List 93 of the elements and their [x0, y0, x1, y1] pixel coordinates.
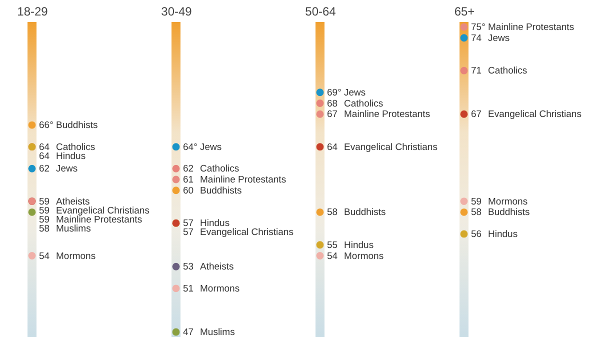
x-tick-label: 65+: [454, 4, 475, 18]
text: Buddhists: [56, 120, 98, 132]
text: Muslims: [56, 223, 91, 234]
point: [316, 143, 324, 151]
text: Atheists: [56, 196, 90, 208]
data-label: 56: [471, 228, 482, 240]
data-label: 57: [183, 227, 194, 238]
point: [316, 241, 324, 249]
point: [172, 262, 180, 270]
point: [172, 176, 180, 184]
text: Catholics: [56, 142, 96, 153]
text: Mainline Protestants: [200, 174, 286, 186]
text: Mormons: [200, 283, 240, 294]
x-tick-label: 30-49: [161, 4, 192, 18]
data-label: 51: [183, 283, 194, 294]
data-label: 58: [327, 207, 338, 218]
text: Evangelical Christians: [56, 205, 150, 216]
text: Mormons: [344, 250, 384, 262]
point: [28, 164, 36, 172]
data-label: 59: [39, 214, 50, 226]
text: Hindus: [56, 150, 86, 162]
point: [316, 208, 324, 216]
text: Hindus: [488, 228, 518, 240]
text: Atheists: [200, 262, 234, 273]
data-label: 69°: [327, 87, 342, 98]
point: [460, 208, 468, 216]
point: [172, 328, 180, 336]
data-label: 59: [39, 205, 50, 216]
data-label: 66°: [39, 120, 54, 132]
point: [172, 284, 180, 292]
data-label: 59: [471, 196, 482, 208]
data-label: 61: [183, 174, 194, 186]
data-label: 74: [471, 32, 482, 44]
data-label: 54: [39, 250, 50, 262]
point: [460, 110, 468, 118]
point: [460, 34, 468, 42]
text: Buddhists: [200, 185, 242, 196]
point: [460, 23, 468, 31]
text: Mainline Protestants: [488, 22, 574, 33]
point: [28, 121, 36, 129]
text: Mormons: [488, 196, 528, 208]
point: [172, 164, 180, 172]
data-label: 64: [39, 142, 50, 153]
text: Hindus: [200, 218, 230, 230]
data-label: 62: [39, 164, 50, 175]
x-tick-label: 18-29: [17, 4, 48, 18]
data-label: 57: [183, 218, 194, 230]
text: Evangelical Christians: [488, 109, 582, 120]
data-label: 54: [327, 250, 338, 262]
text: Evangelical Christians: [200, 227, 294, 238]
text: Evangelical Christians: [344, 142, 438, 153]
data-label: 59: [39, 196, 50, 208]
text: Jews: [488, 32, 510, 44]
point: [316, 88, 324, 96]
text: Jews: [200, 142, 222, 153]
point: [460, 66, 468, 74]
text: Mainline Protestants: [56, 214, 142, 226]
data-label: 64°: [183, 142, 198, 153]
text: Catholics: [488, 66, 528, 77]
point: [460, 198, 468, 205]
data-label: 67: [327, 109, 338, 120]
text: Catholics: [200, 164, 240, 175]
point: [460, 230, 468, 238]
text: Mormons: [56, 250, 96, 262]
point: [172, 186, 180, 194]
data-label: 60: [183, 185, 194, 196]
text: Jews: [56, 164, 78, 175]
data-label: 47: [183, 327, 194, 337]
point: [28, 208, 36, 216]
data-label: 67: [471, 109, 482, 120]
data-label: 71: [471, 66, 482, 77]
text: Jews: [344, 87, 366, 98]
text: Muslims: [200, 327, 236, 337]
data-label: 58: [471, 207, 482, 218]
point: [316, 110, 324, 118]
text: Buddhists: [344, 207, 386, 218]
data-label: 68: [327, 98, 338, 110]
point: [28, 252, 36, 260]
data-label: 75°: [471, 22, 486, 33]
text: Catholics: [344, 98, 384, 110]
data-label: 53: [183, 262, 194, 273]
data-label: 64: [327, 142, 338, 153]
text: Mainline Protestants: [344, 109, 430, 120]
data-label: 58: [39, 223, 50, 234]
point: [316, 100, 324, 107]
data-label: 64: [39, 150, 50, 162]
point: [316, 252, 324, 260]
point: [172, 143, 180, 151]
data-label: 62: [183, 164, 194, 175]
text: Buddhists: [488, 207, 530, 218]
text: Hindus: [344, 240, 374, 251]
data-label: 55: [327, 240, 338, 251]
x-tick-label: 50-64: [305, 4, 336, 18]
